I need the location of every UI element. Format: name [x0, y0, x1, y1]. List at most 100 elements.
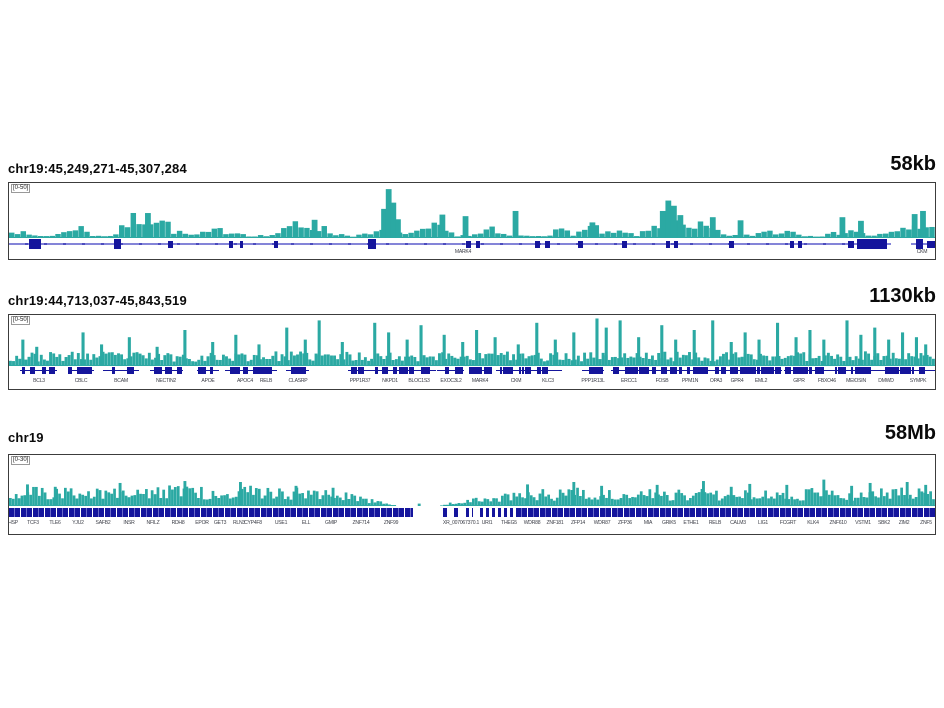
gene-label: TCF3: [27, 520, 39, 526]
gene-exon: [665, 240, 671, 248]
gene-exon: [661, 367, 664, 374]
gene-exon: [578, 240, 583, 248]
gene-exon: [692, 367, 695, 374]
gene-exon: [703, 367, 709, 374]
track3-data-range-label: [0-30]: [11, 456, 31, 465]
gene-exon: [239, 240, 244, 248]
gene-exon: [854, 367, 861, 374]
gene-exon: [112, 367, 116, 374]
track3-panel[interactable]: [0-30] HSP TCF3 TLE6 YJU2 SAFB2 INSR NFILZ RDH8…: [8, 454, 936, 535]
gene-label: WDR87: [593, 520, 610, 526]
gene-exon: [198, 367, 201, 374]
gene-exon: [915, 239, 923, 249]
gene-label: CYP4F8: [244, 520, 263, 526]
gene-exon: [756, 367, 760, 374]
gene-exon: [68, 367, 72, 374]
gene-exon: [633, 367, 639, 374]
track1-panel[interactable]: [0-50] MARK4 CKM: [8, 182, 936, 260]
gene-intron-line: [370, 370, 409, 371]
gene-label: ZFP36: [617, 520, 632, 526]
gene-exon: [729, 367, 735, 374]
gene-exon: [818, 367, 825, 374]
gene-label: HSP: [7, 520, 18, 526]
gene-exon: [203, 367, 206, 374]
gene-exon: [536, 367, 542, 374]
gene-label: ERCC1: [621, 378, 638, 384]
track1-coverage-signal: [9, 189, 935, 238]
gene-exon: [473, 367, 480, 374]
gene-exon: [661, 367, 668, 374]
gene-exon: [421, 367, 424, 374]
gene-intron-line: [900, 370, 935, 371]
track2-locus-label: chr19:44,713,037-45,843,519: [8, 293, 187, 308]
gene-exon: [639, 367, 643, 374]
gene-density-bar: [9, 508, 413, 517]
gene-exon: [29, 239, 42, 249]
gene-exon: [458, 367, 462, 374]
gene-exon: [673, 240, 679, 248]
gene-exon: [597, 367, 602, 374]
gene-exon: [789, 240, 795, 248]
gene-label: FOSB: [655, 378, 669, 384]
gene-exon: [475, 240, 481, 248]
gene-exon: [255, 367, 261, 374]
gene-exon: [252, 367, 257, 374]
track3-gene-track: [9, 508, 935, 517]
gene-exon: [393, 367, 398, 374]
track3-coverage-signal: [9, 479, 935, 506]
track2-gene-labels: BCL3 CBLC BCAM NECTIN2 APOE APOC4 RELB CLASRP PP…: [9, 377, 935, 385]
gene-exon: [164, 367, 171, 374]
gene-label: RDH8: [171, 520, 184, 526]
gene-exon: [267, 367, 272, 374]
gene-label: PPM1N: [681, 378, 698, 384]
gene-exon: [466, 240, 472, 248]
track3-scale-label: 58Mb: [884, 422, 936, 444]
gene-label: ZNF181: [546, 520, 564, 526]
gene-label: USE1: [275, 520, 288, 526]
gene-exon: [168, 240, 173, 248]
gene-label: GRIK5: [662, 520, 677, 526]
gene-exon: [113, 239, 122, 249]
track2-gene-track: [9, 367, 935, 375]
gene-label: PPP1R37: [349, 378, 371, 384]
gene-exon: [168, 367, 173, 374]
gene-exon: [784, 367, 791, 374]
gene-intron-line: [103, 370, 139, 371]
gene-exon: [485, 367, 492, 374]
gene-density-bar: [443, 508, 447, 517]
gene-exon: [524, 367, 529, 374]
gene-exon: [612, 367, 619, 374]
gene-exon: [351, 367, 356, 374]
gene-exon: [522, 367, 525, 374]
gene-exon: [544, 367, 548, 374]
gene-label: INSR: [123, 520, 135, 526]
track2-data-range-label: [0-50]: [11, 316, 31, 325]
gene-label: CALM3: [729, 520, 746, 526]
gene-exon: [600, 367, 603, 374]
gene-label: KLK4: [807, 520, 819, 526]
gene-exon: [425, 367, 430, 374]
track2-panel[interactable]: [0-50] BCL3 CBLC BCAM NECTIN2 APOE APOC4 RELB C…: [8, 314, 936, 390]
gene-exon: [87, 367, 90, 374]
track3-header: chr19 58Mb: [8, 419, 936, 445]
gene-label: ZIM2: [899, 520, 910, 526]
gene-exon: [468, 367, 473, 374]
gene-exon: [860, 367, 867, 374]
track3-gene-labels: HSP TCF3 TLE6 YJU2 SAFB2 INSR NFILZ RDH8 EPOR GET…: [7, 519, 935, 527]
gene-intron-line: [402, 370, 437, 371]
gene-label: GMIP: [325, 520, 338, 526]
gene-exon: [918, 367, 922, 374]
gene-exon: [651, 367, 656, 374]
gene-exon: [229, 367, 233, 374]
gene-exon: [374, 367, 379, 374]
gene-exon: [545, 240, 550, 248]
gene-intron-line: [437, 370, 464, 371]
gene-density-bar: [480, 508, 515, 517]
gene-exon: [792, 367, 797, 374]
gene-exon: [502, 367, 508, 374]
gene-exon: [887, 367, 894, 374]
track1-data-range-label: [0-50]: [11, 184, 31, 193]
gene-exon: [358, 367, 362, 374]
gene-label: SBK2: [878, 520, 891, 526]
gene-label: GIPR: [793, 378, 805, 384]
